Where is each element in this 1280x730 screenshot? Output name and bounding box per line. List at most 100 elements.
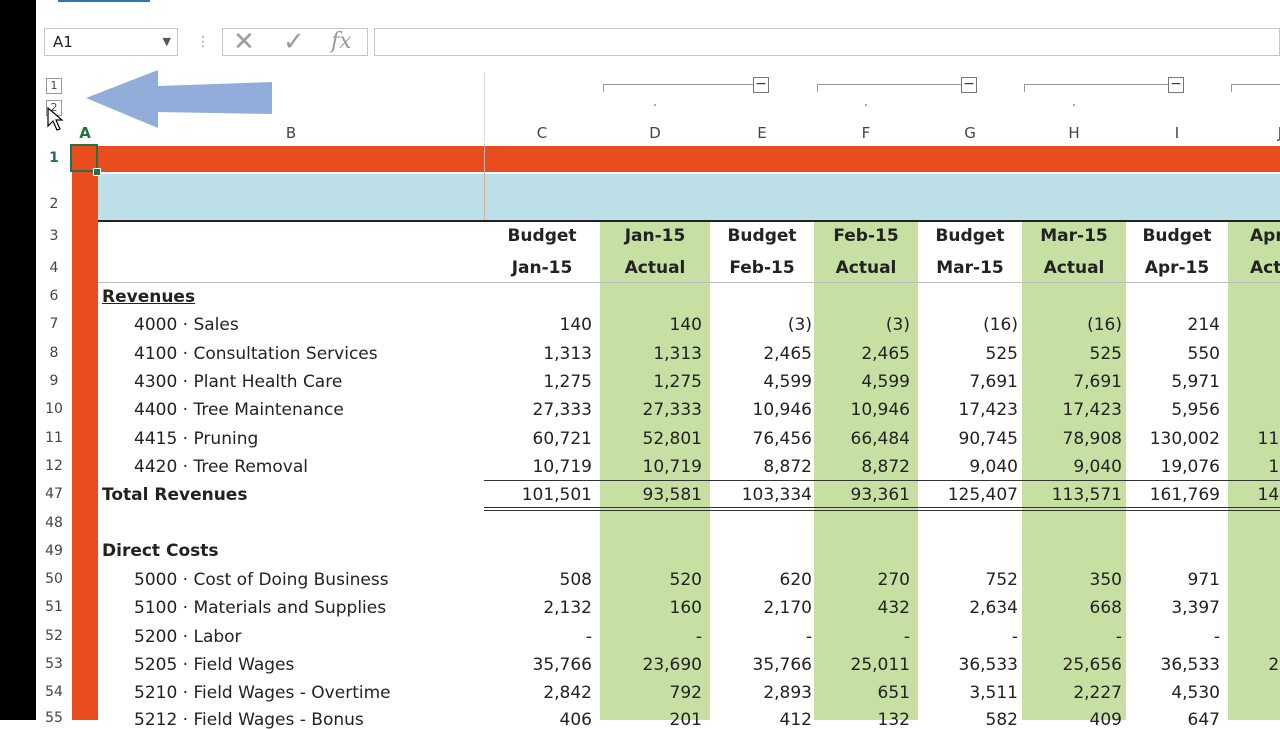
cancel-icon[interactable]: ✕ bbox=[233, 27, 255, 57]
value-cell[interactable]: 406 bbox=[559, 710, 592, 730]
value-cell[interactable]: 36,533 bbox=[958, 655, 1018, 675]
collapse-group-button[interactable]: − bbox=[1168, 77, 1184, 93]
value-cell[interactable]: 792 bbox=[669, 683, 702, 703]
value-cell[interactable]: 270 bbox=[877, 570, 910, 590]
value-cell[interactable]: 140 bbox=[669, 315, 702, 335]
value-cell[interactable]: - bbox=[695, 627, 702, 647]
value-cell[interactable]: 9,040 bbox=[969, 457, 1018, 477]
row-label[interactable]: 4300 · Plant Health Care bbox=[134, 372, 343, 392]
value-cell[interactable]: 76,456 bbox=[752, 429, 812, 449]
row-label[interactable]: 5205 · Field Wages bbox=[134, 655, 295, 675]
value-cell[interactable]: 144 bbox=[1257, 485, 1280, 505]
value-cell[interactable]: 113 bbox=[1257, 429, 1280, 449]
value-cell[interactable]: (3) bbox=[787, 315, 812, 335]
formula-input[interactable] bbox=[374, 28, 1280, 56]
active-cell-a1[interactable] bbox=[70, 144, 98, 172]
row-header[interactable]: 55 bbox=[45, 710, 63, 726]
row-header[interactable]: 7 bbox=[49, 316, 59, 332]
row-header[interactable]: 6 bbox=[49, 288, 59, 304]
insert-function-icon[interactable]: fx bbox=[331, 29, 352, 54]
outline-level-1-button[interactable]: 1 bbox=[46, 78, 62, 94]
value-cell[interactable]: 3,397 bbox=[1171, 598, 1220, 618]
value-cell[interactable]: 10,719 bbox=[642, 457, 702, 477]
value-cell[interactable]: 113,571 bbox=[1051, 485, 1122, 505]
header-budget-jan[interactable]: Budget bbox=[507, 226, 577, 246]
value-cell[interactable]: 1 bbox=[1180, 598, 1280, 618]
value-cell[interactable]: 2,465 bbox=[861, 344, 910, 364]
value-cell[interactable]: 35,766 bbox=[532, 655, 592, 675]
value-cell[interactable]: 160 bbox=[669, 598, 702, 618]
value-cell[interactable]: 432 bbox=[877, 598, 910, 618]
row-header[interactable]: 10 bbox=[45, 401, 63, 417]
section-revenues[interactable]: Revenues bbox=[102, 287, 196, 307]
row-1-band[interactable] bbox=[72, 146, 1280, 172]
column-header-c[interactable]: C bbox=[536, 124, 548, 142]
column-header-f[interactable]: F bbox=[861, 124, 871, 142]
column-header-b[interactable]: B bbox=[285, 124, 297, 142]
value-cell[interactable]: 214 bbox=[1187, 315, 1220, 335]
value-cell[interactable]: 2,132 bbox=[543, 598, 592, 618]
row-header[interactable]: 3 bbox=[49, 228, 59, 244]
header-budget-mar[interactable]: Budget bbox=[935, 226, 1005, 246]
value-cell[interactable]: 412 bbox=[779, 710, 812, 730]
value-cell[interactable]: 409 bbox=[1089, 710, 1122, 730]
value-cell[interactable]: 25,656 bbox=[1062, 655, 1122, 675]
row-label[interactable]: 5210 · Field Wages - Overtime bbox=[134, 683, 391, 703]
value-cell[interactable]: 1,313 bbox=[653, 344, 702, 364]
header-actual-apr[interactable]: Apr bbox=[1250, 226, 1280, 246]
header-actual-feb-label[interactable]: Actual bbox=[835, 258, 897, 278]
row-label[interactable]: 4400 · Tree Maintenance bbox=[134, 400, 344, 420]
row-header[interactable]: 2 bbox=[49, 196, 59, 212]
row-2-band[interactable] bbox=[98, 174, 1280, 222]
value-cell[interactable]: 130,002 bbox=[1149, 429, 1220, 449]
header-actual-mar-label[interactable]: Actual bbox=[1043, 258, 1105, 278]
value-cell[interactable]: 651 bbox=[877, 683, 910, 703]
value-cell[interactable]: - bbox=[805, 627, 812, 647]
value-cell[interactable]: 582 bbox=[985, 710, 1018, 730]
value-cell[interactable]: 2,465 bbox=[763, 344, 812, 364]
value-cell[interactable]: 7,691 bbox=[1073, 372, 1122, 392]
value-cell[interactable]: 2,842 bbox=[543, 683, 592, 703]
value-cell[interactable]: 525 bbox=[985, 344, 1018, 364]
column-header-e[interactable]: E bbox=[757, 124, 767, 142]
header-actual-apr-label[interactable]: Act bbox=[1250, 258, 1280, 278]
chevron-down-icon[interactable]: ▼ bbox=[162, 35, 171, 48]
header-actual-feb[interactable]: Feb-15 bbox=[833, 226, 899, 246]
value-cell[interactable]: 9,040 bbox=[1073, 457, 1122, 477]
column-header-h[interactable]: H bbox=[1068, 124, 1080, 142]
value-cell[interactable]: 4,530 bbox=[1171, 683, 1220, 703]
header-budget-feb-period[interactable]: Feb-15 bbox=[729, 258, 795, 278]
value-cell[interactable]: 1 bbox=[1180, 683, 1280, 703]
value-cell[interactable]: 508 bbox=[559, 570, 592, 590]
value-cell[interactable]: 2,170 bbox=[763, 598, 812, 618]
value-cell[interactable]: 550 bbox=[1187, 344, 1220, 364]
row-label[interactable]: 5200 · Labor bbox=[134, 627, 242, 647]
value-cell[interactable]: 17,423 bbox=[1062, 400, 1122, 420]
value-cell[interactable]: 101,501 bbox=[521, 485, 592, 505]
value-cell[interactable]: 25,011 bbox=[850, 655, 910, 675]
value-cell[interactable]: 60,721 bbox=[532, 429, 592, 449]
row-header[interactable]: 49 bbox=[45, 543, 63, 559]
header-budget-apr-period[interactable]: Apr-15 bbox=[1144, 258, 1210, 278]
row-header[interactable]: 12 bbox=[45, 458, 63, 474]
enter-icon[interactable]: ✓ bbox=[283, 27, 305, 57]
row-header[interactable]: 1 bbox=[49, 150, 59, 166]
value-cell[interactable]: 23,690 bbox=[642, 655, 702, 675]
header-budget-mar-period[interactable]: Mar-15 bbox=[936, 258, 1004, 278]
header-budget-apr[interactable]: Budget bbox=[1142, 226, 1212, 246]
value-cell[interactable]: 4,599 bbox=[763, 372, 812, 392]
value-cell[interactable]: 752 bbox=[985, 570, 1018, 590]
value-cell[interactable]: 36,533 bbox=[1160, 655, 1220, 675]
header-budget-jan-period[interactable]: Jan-15 bbox=[511, 258, 573, 278]
row-label[interactable]: 4100 · Consultation Services bbox=[134, 344, 378, 364]
value-cell[interactable]: 3,511 bbox=[969, 683, 1018, 703]
value-cell[interactable]: 93,581 bbox=[642, 485, 702, 505]
value-cell[interactable]: 4,599 bbox=[861, 372, 910, 392]
collapse-group-button[interactable]: − bbox=[753, 77, 769, 93]
value-cell[interactable]: 10,719 bbox=[532, 457, 592, 477]
value-cell[interactable]: 350 bbox=[1089, 570, 1122, 590]
column-header-i[interactable]: I bbox=[1174, 124, 1180, 142]
value-cell[interactable]: 66,484 bbox=[850, 429, 910, 449]
value-cell[interactable]: 10,946 bbox=[850, 400, 910, 420]
value-cell[interactable]: 5 bbox=[1180, 372, 1280, 392]
